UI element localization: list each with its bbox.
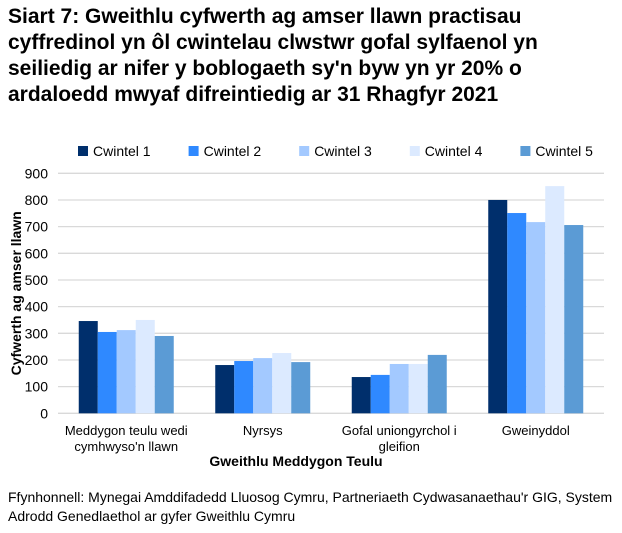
- bar-cwintel-4: [272, 353, 292, 414]
- legend-label: Cwintel 2: [204, 143, 262, 159]
- bar-cwintel-4: [408, 363, 428, 414]
- x-tick-label: Meddygon teulu wedi: [65, 423, 188, 438]
- x-tick-label: cymhwyso'n llawn: [74, 439, 178, 454]
- bar-cwintel-5: [564, 225, 584, 414]
- y-tick-label: 400: [25, 299, 49, 315]
- x-tick-label: Gofal uniongyrchol i: [342, 423, 457, 438]
- legend-label: Cwintel 5: [535, 143, 593, 159]
- legend-swatch: [299, 146, 310, 156]
- chart-title: Siart 7: Gweithlu cyfwerth ag amser llaw…: [8, 5, 538, 106]
- y-axis-title: Cyfwerth ag amser llawn: [8, 211, 24, 375]
- y-tick-label: 600: [25, 245, 49, 261]
- x-tick-label: Nyrsys: [243, 423, 283, 438]
- legend-swatch: [78, 146, 88, 156]
- bar-cwintel-4: [135, 319, 155, 414]
- legend-swatch: [188, 146, 199, 156]
- bar-cwintel-5: [427, 354, 447, 414]
- legend-swatch: [409, 146, 420, 156]
- y-tick-label: 300: [25, 325, 49, 341]
- y-tick-label: 100: [25, 379, 49, 395]
- source-note: Ffynhonnell: Mynegai Amddifadedd Lluosog…: [8, 489, 613, 524]
- y-tick-label: 500: [25, 272, 49, 288]
- bar-cwintel-1: [488, 199, 508, 414]
- bar-cwintel-5: [291, 362, 311, 414]
- y-tick-label: 200: [25, 352, 49, 368]
- legend-label: Cwintel 4: [425, 143, 483, 159]
- x-axis-title: Gweithlu Meddygon Teulu: [209, 453, 382, 469]
- legend-label: Cwintel 3: [314, 143, 372, 159]
- bar-cwintel-2: [507, 213, 527, 414]
- legend-label: Cwintel 1: [93, 143, 151, 159]
- y-tick-label: 800: [25, 192, 49, 208]
- y-tick-label: 900: [25, 165, 49, 181]
- bar-cwintel-3: [526, 222, 546, 414]
- bar-cwintel-2: [97, 331, 117, 414]
- bar-cwintel-3: [253, 358, 273, 414]
- bar-cwintel-2: [370, 374, 390, 414]
- bar-cwintel-1: [78, 321, 98, 414]
- bar-cwintel-3: [389, 363, 409, 414]
- bar-cwintel-4: [545, 186, 565, 414]
- y-tick-label: 700: [25, 219, 49, 235]
- x-tick-label: gleifion: [379, 439, 420, 454]
- x-tick-label: Gweinyddol: [502, 423, 570, 438]
- y-tick-label: 0: [40, 405, 48, 421]
- bar-cwintel-1: [215, 365, 235, 414]
- bar-cwintel-1: [351, 377, 371, 414]
- bar-cwintel-2: [234, 361, 254, 414]
- bar-cwintel-3: [116, 330, 136, 414]
- legend-swatch: [520, 146, 531, 156]
- bar-cwintel-5: [154, 335, 174, 414]
